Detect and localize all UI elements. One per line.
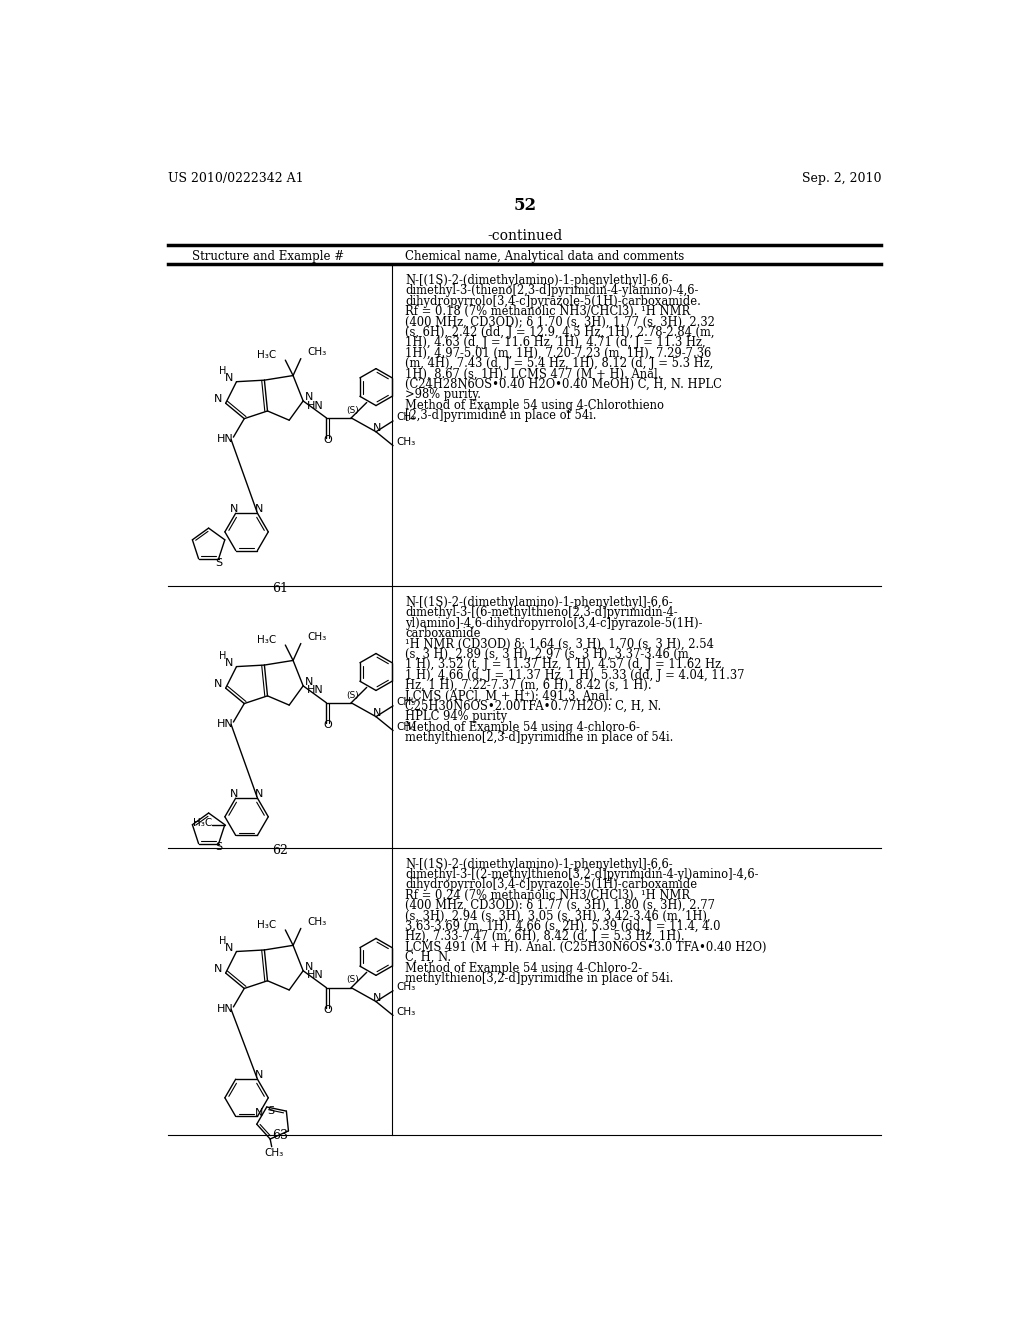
Text: CH₃: CH₃: [307, 632, 327, 643]
Text: H₃C: H₃C: [194, 818, 213, 828]
Text: ¹H NMR (CD3OD) δ: 1.64 (s, 3 H), 1.70 (s, 3 H), 2.54: ¹H NMR (CD3OD) δ: 1.64 (s, 3 H), 1.70 (s…: [406, 638, 715, 651]
Text: H₃C: H₃C: [257, 350, 276, 360]
Text: O: O: [324, 721, 333, 730]
Text: (S): (S): [346, 405, 359, 414]
Text: N: N: [305, 962, 313, 972]
Text: Rf = 0.24 (7% methanolic NH3/CHCl3). ¹H NMR: Rf = 0.24 (7% methanolic NH3/CHCl3). ¹H …: [406, 888, 690, 902]
Text: N: N: [214, 964, 222, 974]
Text: N: N: [230, 504, 239, 515]
Text: HN: HN: [307, 400, 324, 411]
Text: 1H), 4.97-5.01 (m, 1H), 7.20-7.23 (m, 1H), 7.29-7.36: 1H), 4.97-5.01 (m, 1H), 7.20-7.23 (m, 1H…: [406, 347, 712, 359]
Text: dihydropyrrolo[3,4-c]pyrazole-5(1H)-carboxamide: dihydropyrrolo[3,4-c]pyrazole-5(1H)-carb…: [406, 878, 697, 891]
Text: H: H: [219, 651, 226, 661]
Text: LCMS (APCl, M + H⁺): 491.3. Anal.: LCMS (APCl, M + H⁺): 491.3. Anal.: [406, 689, 613, 702]
Text: 3.63-3.69 (m, 1H), 4.66 (s, 2H), 5.39 (dd, J = 11.4, 4.0: 3.63-3.69 (m, 1H), 4.66 (s, 2H), 5.39 (d…: [406, 920, 721, 933]
Text: Structure and Example #: Structure and Example #: [191, 249, 344, 263]
Text: 1H), 8.67 (s, 1H). LCMS 477 (M + H). Anal.: 1H), 8.67 (s, 1H). LCMS 477 (M + H). Ana…: [406, 367, 662, 380]
Text: CH₃: CH₃: [396, 1007, 416, 1016]
Text: CH₃: CH₃: [264, 1148, 284, 1158]
Text: O: O: [324, 1005, 333, 1015]
Text: H₃C: H₃C: [257, 920, 276, 929]
Text: (S): (S): [346, 975, 359, 985]
Text: N: N: [374, 993, 382, 1003]
Text: 1H), 4.63 (d, J = 11.6 Hz, 1H), 4.71 (d, J = 11.3 Hz,: 1H), 4.63 (d, J = 11.6 Hz, 1H), 4.71 (d,…: [406, 337, 707, 350]
Text: Method of Example 54 using 4-Chloro-2-: Method of Example 54 using 4-Chloro-2-: [406, 961, 643, 974]
Text: LCMS 491 (M + H). Anal. (C25H30N6OS•3.0 TFA•0.40 H2O): LCMS 491 (M + H). Anal. (C25H30N6OS•3.0 …: [406, 941, 767, 954]
Text: 62: 62: [272, 843, 288, 857]
Text: O: O: [324, 436, 333, 445]
Text: (s, 3 H), 2.89 (s, 3 H), 2.97 (s, 3 H), 3.37-3.46 (m,: (s, 3 H), 2.89 (s, 3 H), 2.97 (s, 3 H), …: [406, 648, 693, 661]
Text: HN: HN: [217, 1005, 234, 1014]
Text: HN: HN: [307, 970, 324, 981]
Text: 52: 52: [513, 197, 537, 214]
Text: CH₃: CH₃: [307, 347, 327, 358]
Text: N-[(1S)-2-(dimethylamino)-1-phenylethyl]-6,6-: N-[(1S)-2-(dimethylamino)-1-phenylethyl]…: [406, 858, 673, 871]
Text: N: N: [255, 1107, 263, 1118]
Text: 63: 63: [272, 1129, 288, 1142]
Text: CH₃: CH₃: [396, 697, 416, 708]
Text: dimethyl-3-[(2-methylthieno[3,2-d]pyrimidin-4-yl)amino]-4,6-: dimethyl-3-[(2-methylthieno[3,2-d]pyrimi…: [406, 869, 759, 880]
Text: N-[(1S)-2-(dimethylamino)-1-phenylethyl]-6,6-: N-[(1S)-2-(dimethylamino)-1-phenylethyl]…: [406, 275, 673, 286]
Text: [2,3-d]pyrimidine in place of 54i.: [2,3-d]pyrimidine in place of 54i.: [406, 409, 597, 422]
Text: H: H: [219, 936, 226, 945]
Text: 1 H), 4.66 (d, J = 11.37 Hz, 1 H), 5.33 (dd, J = 4.04, 11.37: 1 H), 4.66 (d, J = 11.37 Hz, 1 H), 5.33 …: [406, 668, 744, 681]
Text: N: N: [255, 504, 263, 515]
Text: CH₃: CH₃: [396, 722, 416, 731]
Text: H₃C: H₃C: [257, 635, 276, 644]
Text: yl)amino]-4,6-dihydropyrrolo[3,4-c]pyrazole-5(1H)-: yl)amino]-4,6-dihydropyrrolo[3,4-c]pyraz…: [406, 616, 702, 630]
Text: N: N: [374, 708, 382, 718]
Text: dimethyl-3-[(6-methylthieno[2,3-d]pyrimidin-4-: dimethyl-3-[(6-methylthieno[2,3-d]pyrimi…: [406, 606, 678, 619]
Text: CH₃: CH₃: [307, 917, 327, 927]
Text: N: N: [230, 789, 239, 799]
Text: Hz), 7.33-7.47 (m, 6H), 8.42 (d, J = 5.3 Hz, 1H).: Hz), 7.33-7.47 (m, 6H), 8.42 (d, J = 5.3…: [406, 931, 685, 944]
Text: HN: HN: [307, 685, 324, 696]
Text: Method of Example 54 using 4-Chlorothieno: Method of Example 54 using 4-Chlorothien…: [406, 399, 665, 412]
Text: HPLC 94% purity: HPLC 94% purity: [406, 710, 508, 723]
Text: Sep. 2, 2010: Sep. 2, 2010: [802, 173, 882, 185]
Text: Rf = 0.18 (7% methanolic NH3/CHCl3). ¹H NMR: Rf = 0.18 (7% methanolic NH3/CHCl3). ¹H …: [406, 305, 691, 318]
Text: N: N: [214, 680, 222, 689]
Text: N: N: [255, 1071, 263, 1080]
Text: CH₃: CH₃: [396, 412, 416, 422]
Text: (400 MHz, CD3OD): δ 1.77 (s, 3H), 1.80 (s, 3H), 2.77: (400 MHz, CD3OD): δ 1.77 (s, 3H), 1.80 (…: [406, 899, 716, 912]
Text: CH₃: CH₃: [396, 982, 416, 991]
Text: HN: HN: [217, 434, 234, 445]
Text: (C24H28N6OS•0.40 H2O•0.40 MeOH) C, H, N. HPLC: (C24H28N6OS•0.40 H2O•0.40 MeOH) C, H, N.…: [406, 378, 722, 391]
Text: N-[(1S)-2-(dimethylamino)-1-phenylethyl]-6,6-: N-[(1S)-2-(dimethylamino)-1-phenylethyl]…: [406, 595, 673, 609]
Text: N: N: [225, 657, 233, 668]
Text: HN: HN: [217, 719, 234, 730]
Text: US 2010/0222342 A1: US 2010/0222342 A1: [168, 173, 304, 185]
Text: N: N: [225, 372, 233, 383]
Text: N: N: [225, 942, 233, 953]
Text: methylthieno[3,2-d]pyrimidine in place of 54i.: methylthieno[3,2-d]pyrimidine in place o…: [406, 972, 674, 985]
Text: N: N: [305, 392, 313, 403]
Text: S: S: [215, 557, 222, 568]
Text: -continued: -continued: [487, 230, 562, 243]
Text: Method of Example 54 using 4-chloro-6-: Method of Example 54 using 4-chloro-6-: [406, 721, 640, 734]
Text: N: N: [305, 677, 313, 686]
Text: S: S: [215, 842, 222, 853]
Text: CH₃: CH₃: [396, 437, 416, 446]
Text: C, H, N.: C, H, N.: [406, 952, 452, 964]
Text: (s, 6H), 2.42 (dd, J = 12.9, 4.5 Hz, 1H), 2.78-2.84 (m,: (s, 6H), 2.42 (dd, J = 12.9, 4.5 Hz, 1H)…: [406, 326, 715, 339]
Text: 1 H), 3.52 (t, J = 11.37 Hz, 1 H), 4.57 (d, J = 11.62 Hz,: 1 H), 3.52 (t, J = 11.37 Hz, 1 H), 4.57 …: [406, 659, 725, 671]
Text: N: N: [214, 395, 222, 404]
Text: H: H: [219, 366, 226, 376]
Text: Hz, 1 H), 7.22-7.37 (m, 6 H), 8.42 (s, 1 H).: Hz, 1 H), 7.22-7.37 (m, 6 H), 8.42 (s, 1…: [406, 678, 652, 692]
Text: S: S: [267, 1106, 274, 1115]
Text: methylthieno[2,3-d]pyrimidine in place of 54i.: methylthieno[2,3-d]pyrimidine in place o…: [406, 731, 674, 744]
Text: (s, 3H), 2.94 (s, 3H), 3.05 (s, 3H), 3.42-3.46 (m, 1H),: (s, 3H), 2.94 (s, 3H), 3.05 (s, 3H), 3.4…: [406, 909, 711, 923]
Text: N: N: [374, 422, 382, 433]
Text: C25H30N6OS•2.00TFA•0.77H2O): C, H, N.: C25H30N6OS•2.00TFA•0.77H2O): C, H, N.: [406, 700, 662, 713]
Text: (S): (S): [346, 690, 359, 700]
Text: dihydropyrrolo[3,4-c]pyrazole-5(1H)-carboxamide.: dihydropyrrolo[3,4-c]pyrazole-5(1H)-carb…: [406, 294, 701, 308]
Text: >98% purity.: >98% purity.: [406, 388, 481, 401]
Text: N: N: [255, 789, 263, 799]
Text: (400 MHz, CD3OD); δ 1.70 (s, 3H), 1.77 (s, 3H), 2.32: (400 MHz, CD3OD); δ 1.70 (s, 3H), 1.77 (…: [406, 315, 716, 329]
Text: carboxamide: carboxamide: [406, 627, 481, 640]
Text: 61: 61: [272, 582, 288, 595]
Text: dimethyl-3-(thieno[2,3-d]pyrimidin-4-ylamino)-4,6-: dimethyl-3-(thieno[2,3-d]pyrimidin-4-yla…: [406, 284, 698, 297]
Text: Chemical name, Analytical data and comments: Chemical name, Analytical data and comme…: [406, 249, 685, 263]
Text: (m, 4H), 7.43 (d, J = 5.4 Hz, 1H), 8.12 (d, J = 5.3 Hz,: (m, 4H), 7.43 (d, J = 5.4 Hz, 1H), 8.12 …: [406, 358, 714, 370]
